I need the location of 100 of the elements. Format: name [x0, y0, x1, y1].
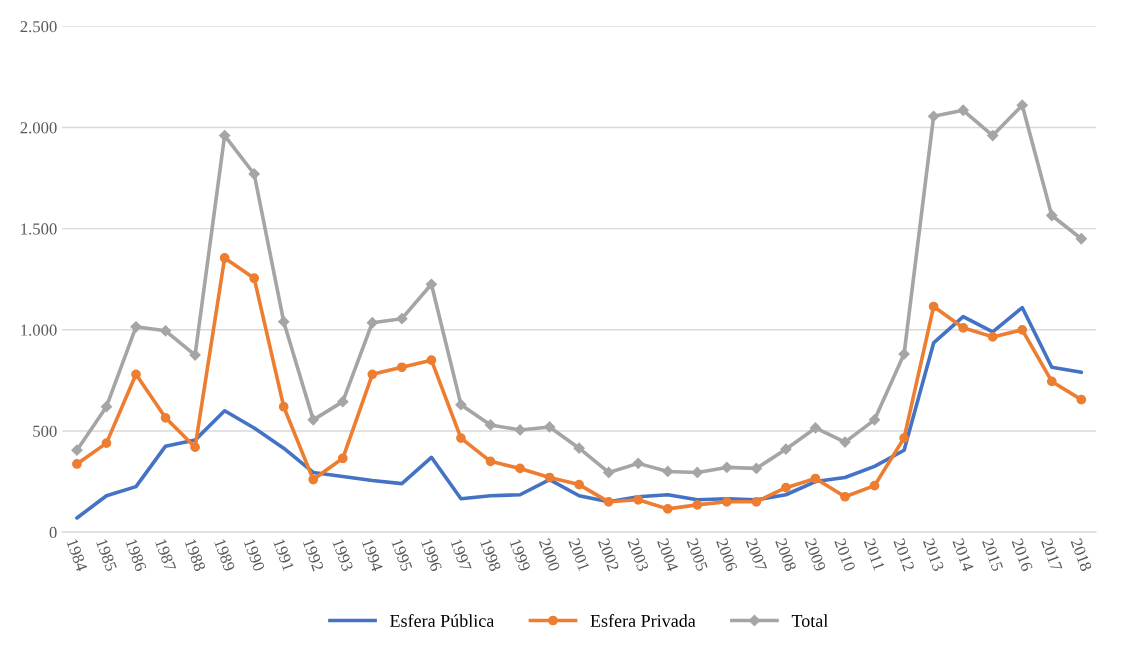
point: [337, 396, 349, 408]
x-tick-label: 1985: [95, 538, 118, 572]
legend-label: Esfera Privada: [590, 614, 696, 627]
point: [101, 438, 112, 448]
point: [810, 473, 821, 484]
point: [751, 496, 762, 507]
x-tick-label: 2008: [775, 537, 797, 572]
x-tick-label: 1999: [509, 538, 531, 572]
x-tick-label: 2002: [597, 537, 620, 572]
point: [160, 412, 171, 423]
point: [396, 313, 408, 325]
point: [603, 466, 615, 479]
x-tick-label: 2013: [922, 537, 945, 572]
x-tick-label: 2014: [952, 537, 975, 573]
point: [366, 317, 378, 329]
y-tick-label: 1.000: [21, 324, 57, 336]
point: [515, 463, 525, 474]
x-tick-label: 1998: [479, 538, 502, 572]
point: [249, 273, 260, 284]
point: [72, 459, 82, 469]
point: [957, 104, 969, 116]
point: [781, 482, 791, 493]
x-tick-label: 1988: [184, 538, 206, 572]
x-tick-label: 1995: [391, 538, 413, 572]
point: [426, 355, 437, 366]
x-tick-label: 1990: [243, 538, 265, 572]
point: [987, 129, 999, 142]
point: [71, 444, 83, 456]
point: [721, 496, 732, 507]
point: [190, 442, 200, 453]
point: [898, 348, 910, 360]
point: [131, 369, 141, 380]
point: [633, 494, 644, 505]
point: [367, 369, 378, 380]
point: [219, 253, 230, 263]
point: [189, 349, 201, 361]
point: [159, 325, 172, 337]
x-tick-label: 2015: [981, 537, 1004, 572]
point: [662, 504, 673, 514]
point: [484, 419, 497, 431]
point: [928, 110, 940, 122]
y-tick-label: 2.000: [20, 122, 57, 134]
point: [100, 401, 113, 413]
point: [248, 168, 260, 180]
x-tick-label: 1987: [155, 538, 177, 572]
x-tick-label: 1984: [66, 538, 88, 573]
legend-label: Total: [791, 614, 828, 627]
x-tick-label: 2003: [627, 537, 649, 572]
x-tick-label: 1986: [125, 538, 147, 572]
point: [692, 499, 703, 510]
y-tick-label: 1.500: [21, 223, 57, 235]
x-tick-label: 2005: [686, 537, 709, 572]
x-tick-label: 2004: [656, 537, 679, 573]
x-tick-label: 2009: [804, 537, 827, 572]
point: [574, 479, 584, 490]
point: [632, 457, 644, 469]
point: [456, 433, 466, 443]
point: [130, 321, 142, 333]
point: [1075, 233, 1087, 245]
x-tick-label: 1997: [450, 538, 472, 572]
point: [1016, 99, 1028, 111]
x-tick-label: 1996: [420, 538, 443, 572]
x-tick-label: 2001: [568, 537, 590, 572]
x-tick-label: 2006: [716, 537, 738, 572]
point: [840, 491, 850, 502]
point: [1076, 394, 1087, 405]
point: [603, 496, 614, 507]
point: [869, 480, 880, 491]
x-tick-label: 2018: [1070, 537, 1093, 572]
legend-label: Esfera Pública: [390, 614, 495, 627]
x-tick-label: 2007: [745, 537, 768, 572]
y-tick-label: 2.500: [20, 20, 57, 33]
point: [899, 433, 909, 443]
point: [455, 399, 467, 411]
point: [573, 442, 585, 454]
x-tick-label: 1994: [361, 538, 384, 573]
y-tick-label: 0: [49, 526, 57, 539]
point: [278, 316, 290, 328]
x-tick-label: 2011: [863, 537, 885, 571]
x-tick-label: 1993: [332, 538, 354, 572]
x-tick-label: 1991: [273, 538, 295, 572]
point: [425, 278, 438, 290]
point: [1017, 324, 1028, 335]
x-tick-label: 1992: [302, 538, 324, 572]
point: [928, 301, 939, 312]
y-tick-label: 500: [33, 425, 57, 437]
x-tick-label: 2017: [1041, 537, 1063, 572]
point: [1046, 376, 1057, 387]
point: [780, 443, 792, 455]
point: [987, 332, 998, 342]
point: [307, 414, 319, 426]
point: [809, 422, 822, 434]
x-tick-label: 2000: [538, 537, 561, 572]
point: [485, 456, 496, 467]
x-tick-label: 1989: [214, 538, 236, 572]
x-tick-label: 2010: [834, 537, 856, 572]
point: [839, 436, 851, 448]
x-tick-label: 2012: [893, 537, 915, 572]
point: [219, 129, 231, 142]
point: [1046, 209, 1058, 222]
